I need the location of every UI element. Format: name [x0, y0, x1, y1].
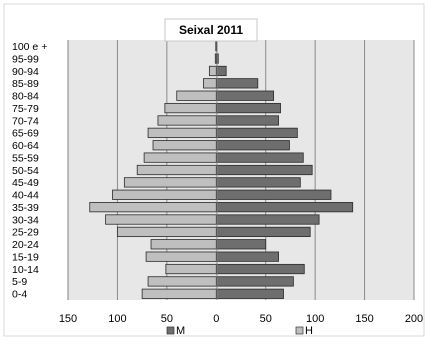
bar-m-5-9: [215, 276, 294, 287]
legend-swatch-m: [166, 326, 175, 335]
chart-title-box: Seixal 2011: [164, 18, 258, 42]
bar-m-0-4: [215, 288, 284, 299]
x-tick-labels: 150 100 50 0 50 100 150 200: [59, 313, 423, 325]
bar-m-70-74: [215, 115, 279, 126]
y-tick-label: 40-44: [12, 190, 39, 202]
bar-m-75-79: [215, 102, 281, 114]
legend-label-m: M: [176, 325, 185, 337]
chart-title: Seixal 2011: [179, 23, 243, 37]
y-tick-label: 70-74: [12, 115, 39, 127]
bar-h-65-69: [147, 127, 217, 138]
x-tick-label: 100: [108, 313, 126, 325]
y-tick-label: 10-14: [12, 264, 39, 276]
bar-m-60-64: [215, 140, 290, 151]
legend-swatch-h: [295, 326, 304, 335]
bar-h-45-49: [123, 177, 217, 188]
bar-m-65-69: [215, 127, 298, 138]
bar-h-40-44: [112, 189, 217, 200]
y-tick-labels: 100 e +95-9990-9485-8980-8475-7970-7465-…: [12, 41, 47, 301]
y-tick-label: 100 e +: [12, 41, 47, 53]
bar-h-50-54: [136, 164, 217, 176]
legend-label-h: H: [305, 325, 313, 337]
x-tick-label: 100: [306, 313, 324, 325]
y-tick-label: 5-9: [12, 276, 27, 288]
y-tick-label: 0-4: [12, 289, 27, 301]
bar-h-60-64: [152, 140, 217, 151]
y-tick-label: 20-24: [12, 239, 39, 251]
bar-h-75-79: [164, 102, 217, 114]
bar-m-25-29: [215, 226, 311, 238]
y-tick-label: 25-29: [12, 227, 39, 239]
bar-m-45-49: [215, 177, 301, 188]
bar-m-85-89: [215, 78, 259, 89]
bar-h-70-74: [157, 115, 217, 126]
bar-h-35-39: [89, 202, 217, 213]
y-tick-label: 15-19: [12, 251, 39, 263]
bar-h-10-14: [165, 263, 217, 275]
y-tick-label: 50-54: [12, 165, 39, 177]
bar-m-40-44: [215, 189, 332, 200]
bars: [89, 41, 354, 299]
x-tick-label: 50: [161, 313, 173, 325]
y-tick-label: 35-39: [12, 202, 39, 214]
y-tick-label: 65-69: [12, 128, 39, 140]
bar-h-20-24: [150, 239, 217, 250]
bar-h-95-99: [214, 53, 217, 64]
y-tick-label: 45-49: [12, 177, 39, 189]
x-tick-label: 150: [59, 313, 77, 325]
bar-h-30-34: [105, 214, 217, 225]
bar-m-55-59: [215, 152, 304, 163]
y-tick-label: 30-34: [12, 214, 39, 226]
legend: M H: [166, 325, 313, 337]
bar-m-15-19: [215, 251, 279, 262]
bar-m-35-39: [215, 202, 354, 213]
bar-m-80-84: [215, 90, 275, 101]
bar-h-80-84: [176, 90, 217, 101]
x-tick-label: 150: [355, 313, 373, 325]
bar-m-90-94: [215, 65, 227, 77]
y-tick-label: 55-59: [12, 152, 39, 164]
y-tick-label: 95-99: [12, 53, 39, 65]
bar-h-90-94: [208, 65, 217, 77]
bar-h-85-89: [203, 78, 217, 89]
bar-h-25-29: [117, 226, 217, 238]
x-tick-label: 50: [260, 313, 272, 325]
bar-h-55-59: [143, 152, 217, 163]
y-tick-label: 60-64: [12, 140, 39, 152]
y-tick-label: 90-94: [12, 66, 39, 78]
bar-m-10-14: [215, 263, 305, 275]
x-tick-label: 0: [213, 313, 219, 325]
x-tick-label: 200: [405, 313, 423, 325]
bar-h-15-19: [145, 251, 217, 262]
bar-h-0-4: [141, 288, 217, 299]
y-tick-label: 75-79: [12, 103, 39, 115]
bar-m-20-24: [215, 239, 267, 250]
bar-m-30-34: [215, 214, 320, 225]
bar-m-50-54: [215, 164, 313, 176]
bar-h-5-9: [147, 276, 217, 287]
y-tick-label: 85-89: [12, 78, 39, 90]
y-tick-label: 80-84: [12, 91, 39, 103]
